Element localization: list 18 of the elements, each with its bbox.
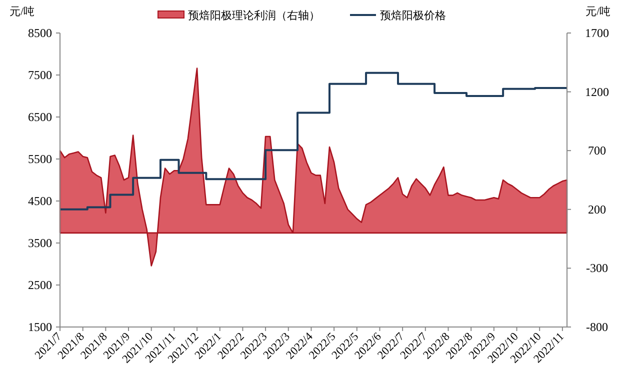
legend-label: 预焙阳极理论利润（右轴） bbox=[188, 9, 320, 22]
y-tick-label: 4500 bbox=[28, 194, 52, 208]
y2-tick-label: -300 bbox=[586, 261, 608, 276]
y-tick-label: 1500 bbox=[28, 320, 52, 334]
y-tick-label: 2500 bbox=[28, 278, 52, 292]
y-tick-label: 6500 bbox=[28, 110, 52, 124]
y2-axis-title: 元/吨 bbox=[585, 5, 611, 18]
y2-tick-label: -800 bbox=[586, 320, 608, 334]
y2-tick-label: 700 bbox=[588, 144, 606, 158]
y-tick-label: 7500 bbox=[28, 68, 52, 82]
y-tick-label: 5500 bbox=[28, 152, 52, 166]
y2-tick-label: 1200 bbox=[585, 84, 609, 99]
y-axis-title: 元/吨 bbox=[9, 5, 35, 18]
y-tick-label: 3500 bbox=[28, 236, 52, 250]
y2-tick-label: 1700 bbox=[585, 26, 609, 40]
y2-tick-label: 200 bbox=[588, 202, 606, 216]
y-tick-label: 8500 bbox=[28, 26, 52, 40]
legend-label: 预焙阳极价格 bbox=[380, 9, 446, 22]
